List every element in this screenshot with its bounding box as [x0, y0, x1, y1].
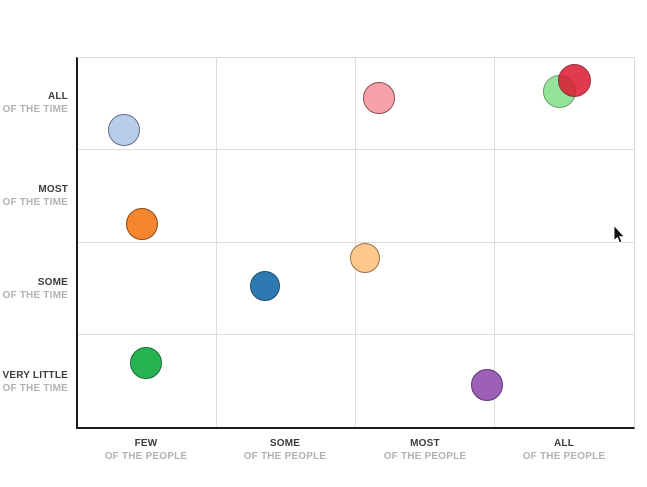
x-axis-sublabel-text: OF THE PEOPLE — [522, 451, 606, 462]
x-axis-label-few: FEW OF THE PEOPLE — [105, 437, 188, 463]
x-axis-label-most: MOST OF THE PEOPLE — [384, 437, 467, 463]
x-axis-label-text: ALL — [553, 438, 575, 449]
data-point-green[interactable] — [129, 346, 162, 379]
x-axis-label-text: FEW — [134, 438, 158, 449]
y-axis-label-very-little: VERY LITTLE OF THE TIME — [0, 369, 68, 395]
y-axis-label-most: MOST OF THE TIME — [0, 183, 68, 209]
x-axis-label-all: ALL OF THE PEOPLE — [523, 437, 606, 463]
data-point-orange[interactable] — [125, 208, 158, 241]
y-axis-label-text: VERY LITTLE — [2, 370, 68, 381]
gridline-horizontal-1 — [78, 149, 634, 151]
gridline-vertical-1 — [216, 58, 217, 427]
mouse-cursor — [613, 225, 626, 244]
y-axis-label-text: ALL — [47, 91, 68, 102]
y-axis-sublabel-text: OF THE TIME — [2, 290, 68, 301]
gridline-vertical-3 — [494, 58, 495, 427]
y-axis-sublabel-text: OF THE TIME — [2, 197, 68, 208]
x-axis-label-some: SOME OF THE PEOPLE — [244, 437, 327, 463]
y-axis-sublabel-text: OF THE TIME — [2, 383, 68, 394]
y-axis-label-some: SOME OF THE TIME — [0, 276, 68, 302]
y-axis-label-text: MOST — [38, 184, 68, 195]
y-axis-sublabel-text: OF THE TIME — [2, 104, 68, 115]
gridline-horizontal-3 — [78, 333, 634, 335]
data-point-purple[interactable] — [470, 369, 503, 402]
plot-area — [76, 57, 635, 429]
data-point-light-blue[interactable] — [107, 113, 140, 146]
x-axis-label-text: SOME — [269, 438, 301, 449]
gridline-vertical-2 — [355, 58, 356, 427]
data-point-red[interactable] — [558, 63, 592, 97]
y-axis-label-all: ALL OF THE TIME — [0, 90, 68, 116]
x-axis-label-text: MOST — [410, 438, 440, 449]
data-point-light-orange[interactable] — [350, 242, 381, 273]
x-axis-sublabel-text: OF THE PEOPLE — [383, 451, 467, 462]
x-axis-sublabel-text: OF THE PEOPLE — [104, 451, 188, 462]
x-axis-sublabel-text: OF THE PEOPLE — [243, 451, 327, 462]
y-axis-label-text: SOME — [37, 277, 68, 288]
gridline-horizontal-2 — [78, 241, 634, 243]
data-point-pink[interactable] — [363, 81, 396, 114]
data-point-steel-blue[interactable] — [249, 270, 280, 301]
